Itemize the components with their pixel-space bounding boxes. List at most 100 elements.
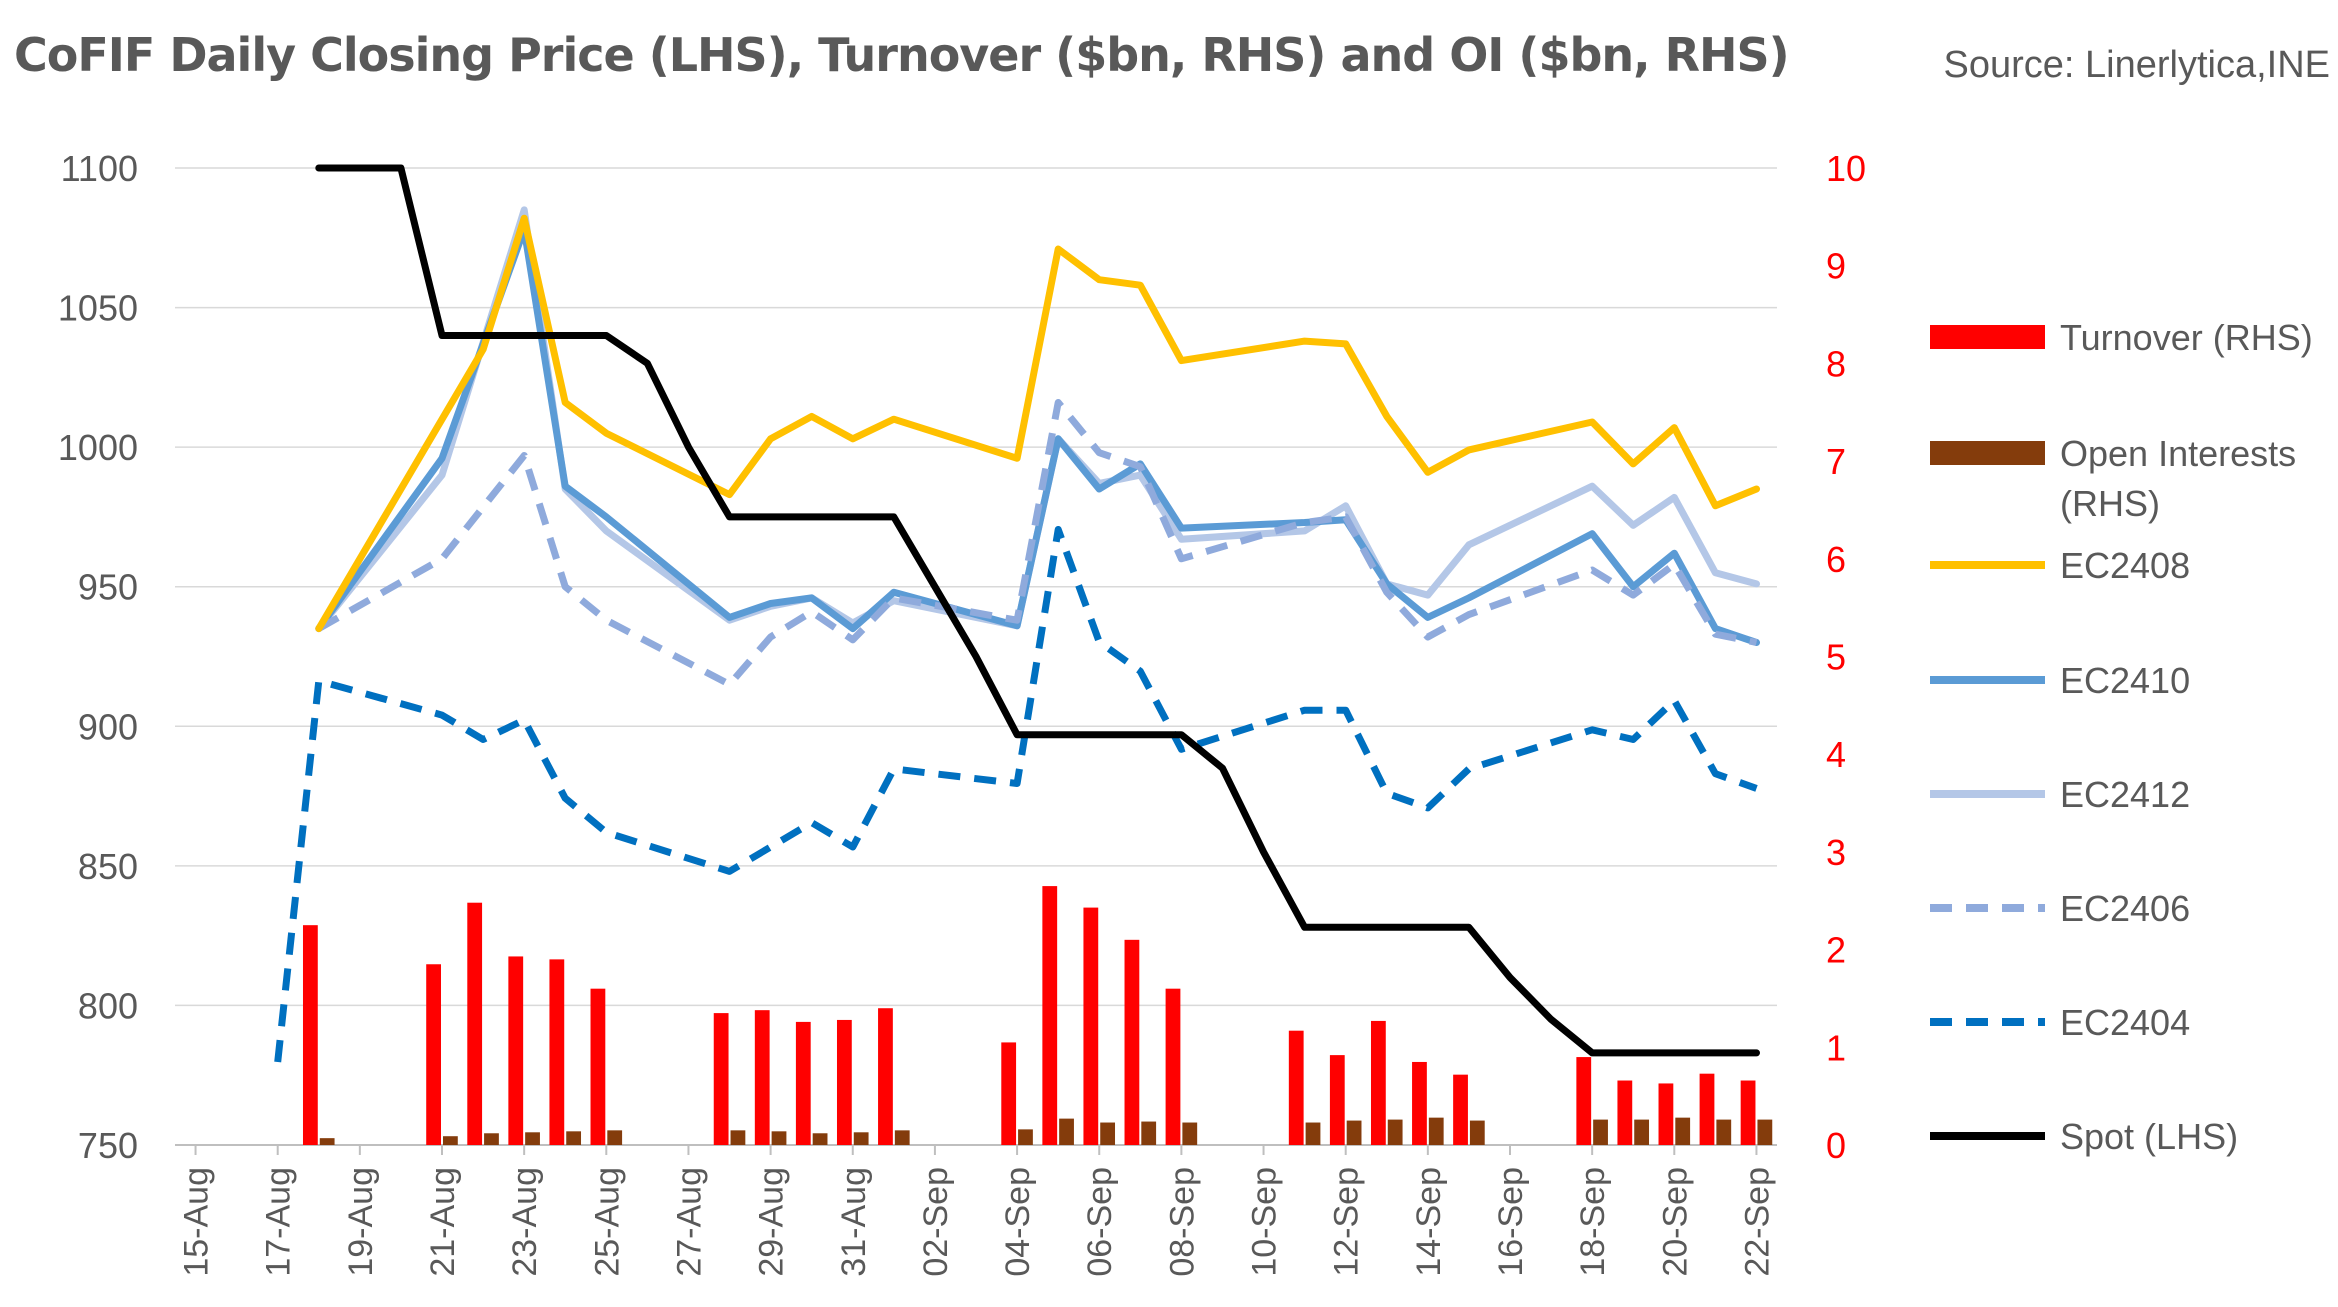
x-tick-label: 31-Aug bbox=[835, 1167, 873, 1277]
open-interest-bar bbox=[1100, 1122, 1116, 1145]
turnover-bar bbox=[1453, 1074, 1468, 1145]
open-interest-bar bbox=[1675, 1117, 1691, 1145]
right-tick-label: 4 bbox=[1826, 734, 1846, 775]
turnover-bar bbox=[508, 956, 524, 1145]
open-interest-bar bbox=[525, 1132, 540, 1145]
series-line-ec2412 bbox=[315, 206, 1760, 633]
turnover-bar bbox=[549, 959, 565, 1145]
turnover-bar bbox=[302, 925, 318, 1145]
x-tick-label: 06-Sep bbox=[1081, 1167, 1119, 1277]
lines bbox=[274, 164, 1760, 1063]
turnover-bar bbox=[1001, 1042, 1017, 1145]
turnover-bar bbox=[754, 1010, 770, 1145]
open-interest-bar bbox=[319, 1138, 335, 1145]
x-tick-label: 14-Sep bbox=[1410, 1167, 1448, 1277]
turnover-bar bbox=[1288, 1030, 1304, 1145]
right-tick-label: 9 bbox=[1826, 246, 1846, 287]
chart-source: Source: Linerlytica,INE bbox=[1943, 44, 2331, 86]
turnover-bar bbox=[1083, 907, 1099, 1145]
bars bbox=[302, 886, 1773, 1145]
x-tick-label: 08-Sep bbox=[1163, 1167, 1201, 1277]
x-tick-label: 22-Sep bbox=[1738, 1167, 1776, 1277]
turnover-bar bbox=[426, 964, 441, 1145]
legend-swatch-open-interest bbox=[1930, 441, 2045, 465]
open-interest-bar bbox=[1305, 1122, 1321, 1145]
turnover-bar bbox=[1576, 1057, 1592, 1145]
left-tick-label: 850 bbox=[78, 846, 138, 887]
x-tick-label: 21-Aug bbox=[424, 1167, 462, 1277]
left-tick-label: 1100 bbox=[61, 148, 138, 189]
open-interest-bar bbox=[1634, 1119, 1650, 1145]
legend-label-ec2406: EC2406 bbox=[2060, 888, 2190, 929]
legend-label-turnover: Turnover (RHS) bbox=[2060, 317, 2313, 358]
legend-label-open-interest: Open Interests bbox=[2060, 433, 2296, 474]
left-tick-label: 750 bbox=[78, 1125, 138, 1166]
turnover-bar bbox=[1329, 1055, 1345, 1145]
right-tick-label: 10 bbox=[1826, 148, 1866, 189]
turnover-bar bbox=[467, 902, 483, 1145]
series-line-ec2406 bbox=[317, 399, 1758, 688]
open-interest-bar bbox=[1182, 1122, 1198, 1145]
legend-label-ec2404: EC2404 bbox=[2060, 1002, 2190, 1043]
open-interest-bar bbox=[1346, 1120, 1362, 1145]
turnover-bar bbox=[1124, 939, 1140, 1145]
left-tick-label: 900 bbox=[78, 706, 138, 747]
turnover-bar bbox=[1042, 886, 1058, 1145]
open-interest-bar bbox=[1387, 1119, 1403, 1145]
open-interest-bar bbox=[1757, 1119, 1773, 1145]
turnover-bar bbox=[878, 1008, 893, 1145]
legend-label-ec2412: EC2412 bbox=[2060, 774, 2190, 815]
right-tick-label: 0 bbox=[1826, 1125, 1846, 1166]
turnover-bar bbox=[1370, 1020, 1386, 1145]
turnover-bar bbox=[713, 1013, 729, 1145]
x-tick-label: 18-Sep bbox=[1574, 1167, 1612, 1277]
axes: 750 800 850 900 950 1000 1050 1100 0 1 2 3 4 5 6 7 8 9 10 1… bbox=[58, 148, 1866, 1277]
turnover-bar bbox=[1412, 1061, 1427, 1145]
legend-label-spot: Spot (LHS) bbox=[2060, 1116, 2238, 1157]
turnover-bar bbox=[1740, 1080, 1756, 1145]
legend-label-ec2408: EC2408 bbox=[2060, 545, 2190, 586]
right-tick-label: 3 bbox=[1826, 832, 1846, 873]
legend-label-ec2410: EC2410 bbox=[2060, 660, 2190, 701]
turnover-bar bbox=[1165, 988, 1181, 1145]
legend: Turnover (RHS) Open Interests (RHS) EC2408 E… bbox=[1930, 317, 2313, 1157]
right-tick-label: 5 bbox=[1826, 637, 1846, 678]
open-interest-bar bbox=[1716, 1119, 1732, 1145]
left-tick-label: 1000 bbox=[58, 427, 138, 468]
left-tick-label: 950 bbox=[78, 567, 138, 608]
open-interest-bar bbox=[566, 1131, 582, 1145]
turnover-bar bbox=[795, 1021, 811, 1145]
open-interest-bar bbox=[607, 1130, 623, 1145]
x-tick-label: 20-Sep bbox=[1656, 1167, 1694, 1277]
x-tick-label: 12-Sep bbox=[1328, 1167, 1366, 1277]
open-interest-bar bbox=[812, 1133, 828, 1145]
turnover-bar bbox=[1658, 1083, 1674, 1145]
open-interest-bar bbox=[443, 1136, 458, 1145]
legend-swatch-turnover bbox=[1930, 325, 2045, 349]
x-tick-label: 10-Sep bbox=[1246, 1167, 1284, 1277]
open-interest-bar bbox=[730, 1130, 746, 1145]
x-tick-label: 15-Aug bbox=[178, 1167, 216, 1277]
chart-title: CoFIF Daily Closing Price (LHS), Turnove… bbox=[14, 28, 1790, 82]
turnover-bar bbox=[1699, 1073, 1715, 1145]
x-tick-label: 02-Sep bbox=[917, 1167, 955, 1277]
right-tick-label: 6 bbox=[1826, 539, 1846, 580]
right-tick-label: 2 bbox=[1826, 930, 1846, 971]
x-tick-label: 04-Sep bbox=[999, 1167, 1037, 1277]
x-tick-label: 23-Aug bbox=[506, 1167, 544, 1277]
series-line-ec2404 bbox=[274, 526, 1758, 1063]
open-interest-bar bbox=[1018, 1129, 1033, 1145]
open-interest-bar bbox=[1469, 1120, 1485, 1145]
right-tick-label: 7 bbox=[1826, 441, 1846, 482]
x-tick-label: 16-Sep bbox=[1492, 1167, 1530, 1277]
right-tick-label: 8 bbox=[1826, 343, 1846, 384]
x-tick-label: 17-Aug bbox=[260, 1167, 298, 1277]
turnover-bar bbox=[836, 1019, 852, 1145]
x-tick-label: 27-Aug bbox=[670, 1167, 708, 1277]
series-line-spot bbox=[315, 164, 1760, 1057]
legend-label-open-interest-line2: (RHS) bbox=[2060, 483, 2160, 524]
open-interest-bar bbox=[894, 1130, 910, 1145]
open-interest-bar bbox=[1593, 1119, 1608, 1145]
right-tick-label: 1 bbox=[1826, 1027, 1846, 1068]
gridlines bbox=[175, 167, 1777, 1007]
